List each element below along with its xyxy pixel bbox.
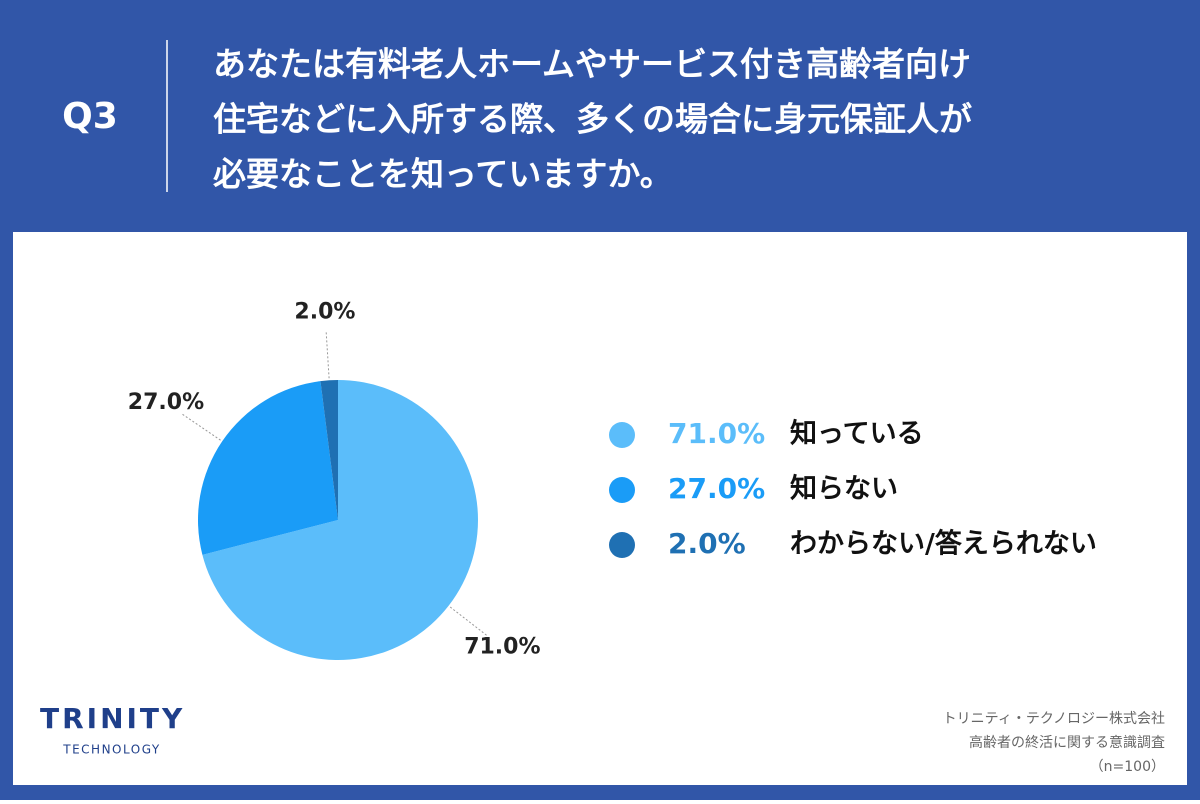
- source: （n=100）: [1090, 759, 1165, 775]
- pie-slice: [320, 380, 338, 520]
- data-label: 71.0%: [464, 634, 540, 659]
- panel: [13, 232, 1187, 785]
- logo-sub: TECHNOLOGY: [62, 743, 160, 757]
- question-line: 住宅などに入所する際、多くの場合に身元保証人が: [213, 100, 972, 139]
- legend-marker: [609, 422, 635, 448]
- legend-label: 知っている: [790, 419, 924, 450]
- pie-slice: [197, 381, 338, 555]
- question-badge: Q3: [62, 96, 118, 137]
- legend-label: 知らない: [790, 474, 898, 505]
- logo: TRINITY: [40, 702, 185, 735]
- question-line: あなたは有料老人ホームやサービス付き高齢者向け: [213, 45, 971, 84]
- legend-value: 2.0%: [668, 527, 746, 560]
- legend-value: 27.0%: [668, 472, 765, 505]
- legend-value: 71.0%: [668, 417, 765, 450]
- question-line: 必要なことを知っていますか。: [213, 155, 673, 194]
- legend-label: わからない/答えられない: [790, 528, 1097, 560]
- legend-marker: [609, 532, 635, 558]
- source: トリニティ・テクノロジー株式会社: [943, 711, 1165, 727]
- data-label: 2.0%: [294, 299, 355, 324]
- legend-marker: [609, 477, 635, 503]
- pie-slice: [202, 380, 478, 660]
- data-label: 27.0%: [128, 390, 204, 415]
- source: 高齢者の終活に関する意識調査: [969, 734, 1165, 751]
